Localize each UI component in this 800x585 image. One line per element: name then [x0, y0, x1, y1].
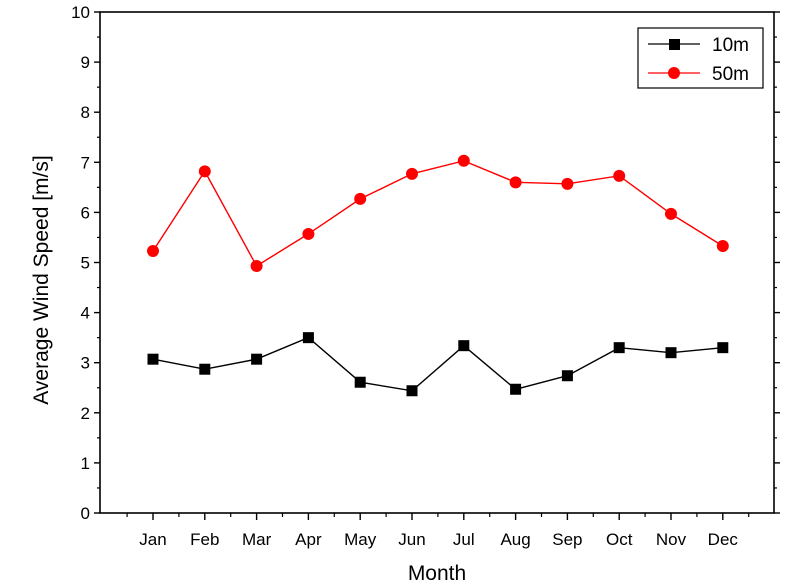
data-point-50m [302, 227, 315, 240]
data-point-50m [716, 239, 729, 252]
data-point-10m [665, 347, 677, 359]
data-point-50m [665, 207, 677, 220]
series-layer [147, 154, 729, 397]
data-point-50m [509, 176, 522, 189]
y-tick-label: 10 [71, 3, 90, 22]
y-tick-label: 4 [81, 304, 90, 323]
data-point-50m [561, 177, 574, 190]
data-point-10m [199, 363, 211, 375]
y-tick-label: 3 [81, 354, 90, 373]
data-point-10m [147, 353, 159, 365]
y-tick-label: 9 [81, 53, 90, 72]
legend-label-10m: 10m [712, 35, 749, 56]
data-point-10m [510, 383, 522, 395]
legend-marker-50m [668, 67, 680, 79]
x-tick-label: Mar [242, 530, 272, 549]
data-point-10m [302, 332, 314, 344]
y-tick-label: 6 [81, 203, 90, 222]
series-line-10m [152, 336, 723, 392]
legend-label-50m: 50m [712, 64, 749, 85]
data-point-10m [354, 376, 366, 388]
y-tick-label: 8 [81, 103, 90, 122]
data-point-10m [251, 353, 263, 365]
legend-box [637, 27, 764, 89]
y-tick-label: 5 [81, 254, 90, 273]
x-tick-label: Jan [139, 530, 166, 549]
x-tick-label: Nov [656, 530, 687, 549]
data-point-10m [717, 342, 729, 354]
legend: 10m 50m [637, 27, 764, 89]
data-point-10m [613, 342, 625, 354]
x-axis: Jan Feb Mar Apr May Jun Jul Aug Sep Oct Nov Dec [126, 513, 750, 549]
data-point-50m [354, 192, 367, 205]
data-point-50m [250, 260, 263, 273]
x-tick-label: Jun [398, 530, 425, 549]
y-tick-label: 2 [81, 404, 90, 423]
x-tick-label: May [344, 530, 377, 549]
data-point-10m [561, 370, 573, 382]
x-tick-label: Aug [500, 530, 530, 549]
y-tick-label: 0 [81, 504, 90, 523]
y-tick-label: 1 [81, 454, 90, 473]
data-point-50m [198, 165, 211, 178]
x-axis-title: Month [408, 562, 466, 585]
data-point-50m [457, 154, 470, 167]
y-axis: 0 1 2 3 4 5 6 7 8 9 10 [71, 3, 780, 523]
x-tick-label: Dec [708, 530, 739, 549]
y-tick-label: 7 [81, 153, 90, 172]
x-tick-label: Feb [190, 530, 219, 549]
data-point-10m [406, 385, 418, 397]
data-point-50m [147, 244, 159, 257]
data-point-50m [406, 167, 418, 180]
data-point-50m [613, 169, 626, 182]
y-axis-title: Average Wind Speed [m/s] [30, 155, 53, 404]
legend-marker-10m [669, 39, 680, 50]
x-tick-label: Jul [453, 530, 475, 549]
x-tick-label: Oct [606, 530, 633, 549]
series-line-50m [152, 160, 724, 267]
x-tick-label: Apr [295, 530, 322, 549]
data-point-10m [458, 340, 470, 352]
x-tick-label: Sep [552, 530, 582, 549]
